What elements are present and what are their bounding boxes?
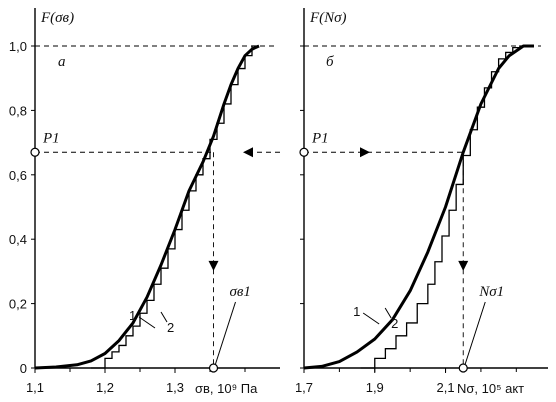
quantile-pointer [464,301,486,365]
y-tick-label-2: 0,4 [9,232,27,247]
down-arrow [208,260,219,271]
x-tick-label-0: 1,1 [26,380,44,395]
y-tick-label-4: 0,8 [9,103,27,118]
x-tick-label-1: 1,9 [366,380,384,395]
x-tick-label-2: 1,3 [166,380,184,395]
curve-label-2: 2 [167,320,174,335]
x-tick-label-0: 1,7 [295,380,313,395]
right-arrow [360,147,370,158]
series-step-2 [360,45,524,369]
panel-b: F(Nσ) б Nσ, 10⁵ акт 1,7 1,9 2,1 P1 Nσ1 1 2 [243,8,548,396]
p1-marker [299,147,309,157]
y-axis-title-a: F(σв) [40,10,74,26]
series-a [34,44,260,370]
curve-pointer-2 [384,307,392,319]
y-tick-label-3: 0,6 [9,168,27,183]
guides-a [35,45,275,368]
series-curve-1 [34,44,260,370]
x-tick-label-2: 2,1 [436,380,454,395]
guides-b [304,45,541,368]
quantile-marker [208,363,219,373]
panel-label-a: а [58,54,66,70]
quantile-label: Nσ1 [478,284,504,300]
y-axis-title-b: F(Nσ) [309,10,347,26]
x-axis-title-a: σв, 10⁹ Па [195,381,258,396]
series-b [303,44,534,370]
quantile-label: σв1 [230,284,251,300]
x-tick-label-1: 1,2 [96,380,114,395]
panel-label-b: б [326,54,334,70]
annotations-a: P1 σв1 1 2 [30,130,251,373]
ticks-b: 1,7 1,9 2,1 [295,45,517,395]
quantile-marker [458,363,468,373]
panel-a: F(σв) а σв, 10⁹ Па 0 0,2 0,4 0,6 0,8 1,0 1,1 1,… [9,8,280,396]
curve-pointer-1 [138,316,156,329]
down-arrow [458,260,469,271]
annotations-b: P1 Nσ1 1 2 [243,130,504,373]
series-curve-1 [303,44,534,370]
curve-pointer-1 [362,312,380,325]
p1-label: P1 [42,130,60,146]
quantile-pointer [215,301,236,365]
p1-marker [30,147,40,157]
curve-label-1: 1 [129,308,136,323]
curve-label-1: 1 [353,304,360,319]
y-tick-label-0: 0 [20,361,27,376]
curve-label-2: 2 [391,316,398,331]
y-tick-label-5: 1,0 [9,39,27,54]
y-tick-label-1: 0,2 [9,297,27,312]
curve-pointer-2 [160,311,168,323]
x-axis-title-b: Nσ, 10⁵ акт [457,381,524,396]
ticks-a: 0 0,2 0,4 0,6 0,8 1,0 1,1 1,2 1,3 [9,39,246,395]
series-step-2 [91,45,259,369]
p1-label: P1 [311,130,329,146]
